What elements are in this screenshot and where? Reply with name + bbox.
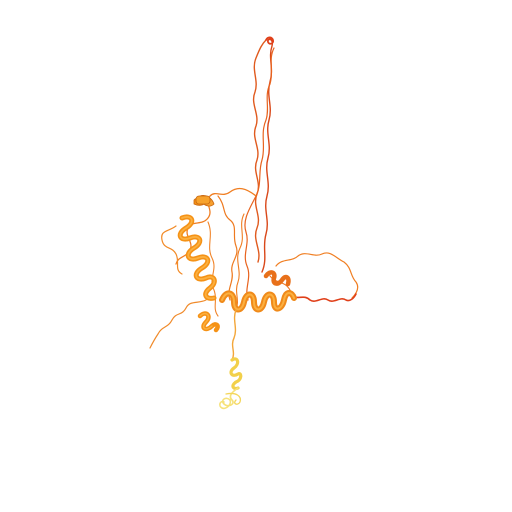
- helix-top-small: [193, 195, 215, 207]
- loop-strand-right: [261, 37, 274, 273]
- tail-end-loops: [219, 387, 239, 410]
- coil-left-e: [235, 213, 245, 311]
- loop-strand-outer: [244, 47, 275, 301]
- loop-strand-left: [252, 39, 267, 263]
- coil-left-d: [207, 221, 219, 317]
- coil-left-b: [217, 195, 238, 301]
- right-loop-upper: [275, 252, 359, 299]
- coil-left-c: [161, 225, 183, 275]
- tip-knot: [265, 36, 275, 45]
- helix-lower-left: [197, 311, 220, 333]
- helix-center-horizontal: [219, 290, 297, 313]
- coil-lower-left-tail: [149, 299, 207, 349]
- upper-extended-loops: [244, 36, 275, 301]
- tail-helix: [229, 357, 243, 391]
- tail-link: [231, 309, 237, 361]
- c-terminal-tail: [219, 309, 243, 410]
- right-loop-lower: [291, 293, 357, 302]
- tail-ring: [225, 392, 242, 405]
- helix-right-stub: [263, 270, 291, 287]
- helix-left-vertical: [177, 214, 217, 301]
- helix-group: [177, 195, 297, 333]
